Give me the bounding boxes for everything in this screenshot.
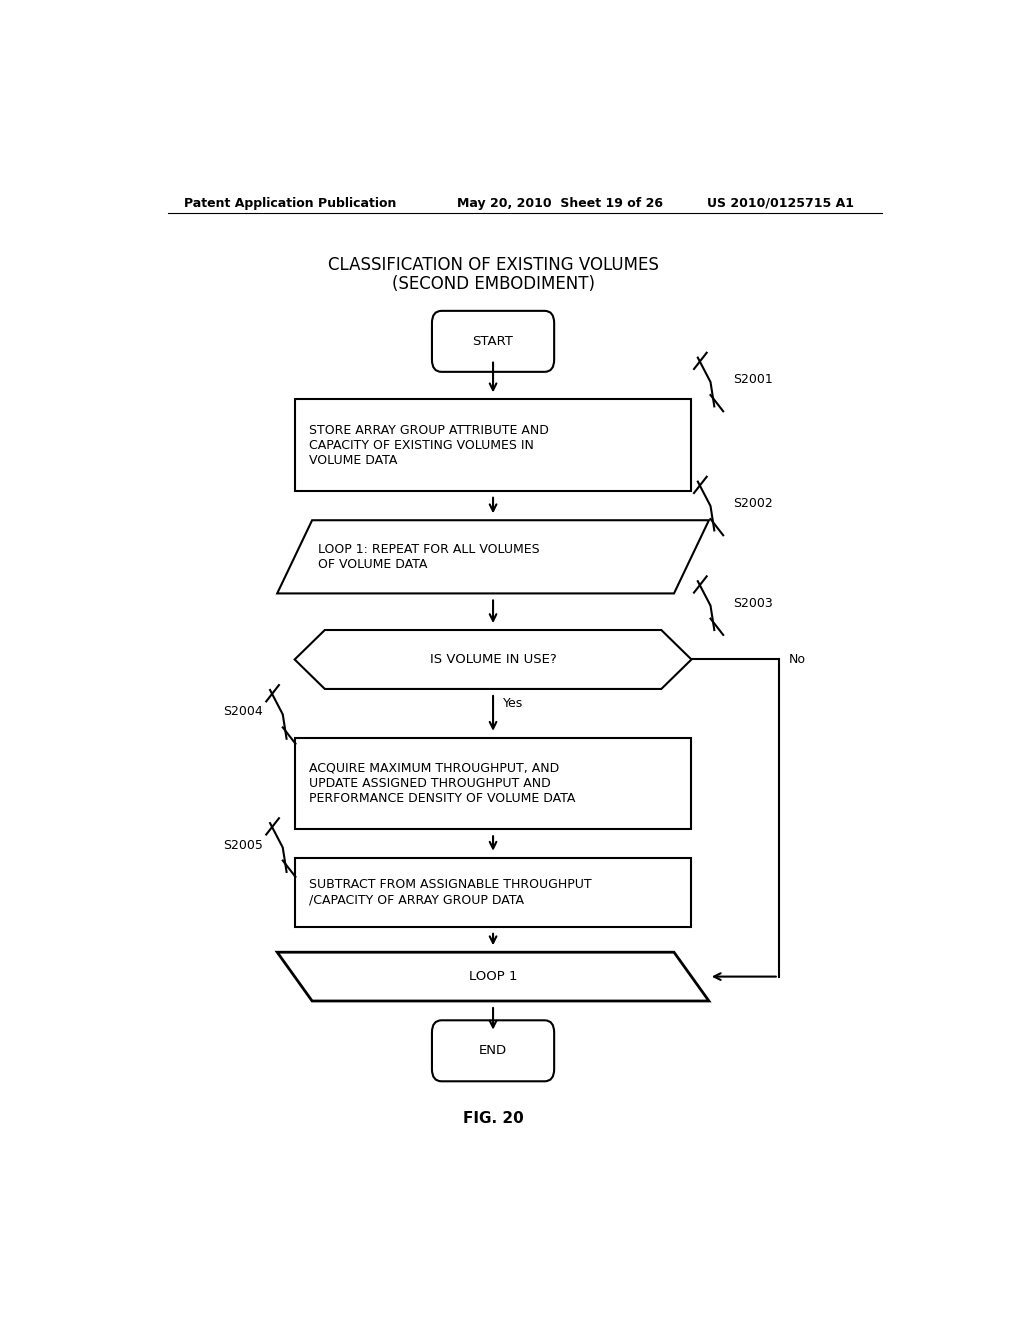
- Bar: [295, 399, 691, 491]
- Text: IS VOLUME IN USE?: IS VOLUME IN USE?: [430, 653, 556, 667]
- Text: US 2010/0125715 A1: US 2010/0125715 A1: [708, 197, 854, 210]
- Bar: [295, 858, 691, 927]
- Text: LOOP 1: REPEAT FOR ALL VOLUMES
OF VOLUME DATA: LOOP 1: REPEAT FOR ALL VOLUMES OF VOLUME…: [318, 543, 540, 570]
- Text: START: START: [473, 335, 513, 348]
- Polygon shape: [278, 520, 709, 594]
- Text: END: END: [479, 1044, 507, 1057]
- Text: May 20, 2010  Sheet 19 of 26: May 20, 2010 Sheet 19 of 26: [458, 197, 664, 210]
- Text: S2003: S2003: [733, 597, 773, 610]
- Text: Yes: Yes: [503, 697, 523, 710]
- FancyBboxPatch shape: [432, 1020, 554, 1081]
- Text: FIG. 20: FIG. 20: [463, 1111, 523, 1126]
- Text: S2005: S2005: [223, 840, 263, 851]
- Text: (SECOND EMBODIMENT): (SECOND EMBODIMENT): [391, 276, 595, 293]
- Text: STORE ARRAY GROUP ATTRIBUTE AND
CAPACITY OF EXISTING VOLUMES IN
VOLUME DATA: STORE ARRAY GROUP ATTRIBUTE AND CAPACITY…: [309, 424, 549, 466]
- Text: CLASSIFICATION OF EXISTING VOLUMES: CLASSIFICATION OF EXISTING VOLUMES: [328, 256, 658, 275]
- Text: No: No: [788, 653, 805, 667]
- Text: S2004: S2004: [223, 705, 263, 718]
- Text: LOOP 1: LOOP 1: [469, 970, 517, 983]
- FancyBboxPatch shape: [432, 312, 554, 372]
- Polygon shape: [278, 952, 709, 1001]
- Bar: [295, 738, 691, 829]
- Text: Patent Application Publication: Patent Application Publication: [183, 197, 396, 210]
- Polygon shape: [295, 630, 691, 689]
- Text: S2002: S2002: [733, 498, 773, 511]
- Text: ACQUIRE MAXIMUM THROUGHPUT, AND
UPDATE ASSIGNED THROUGHPUT AND
PERFORMANCE DENSI: ACQUIRE MAXIMUM THROUGHPUT, AND UPDATE A…: [309, 762, 575, 805]
- Text: S2001: S2001: [733, 374, 773, 387]
- Text: SUBTRACT FROM ASSIGNABLE THROUGHPUT
/CAPACITY OF ARRAY GROUP DATA: SUBTRACT FROM ASSIGNABLE THROUGHPUT /CAP…: [309, 878, 592, 907]
